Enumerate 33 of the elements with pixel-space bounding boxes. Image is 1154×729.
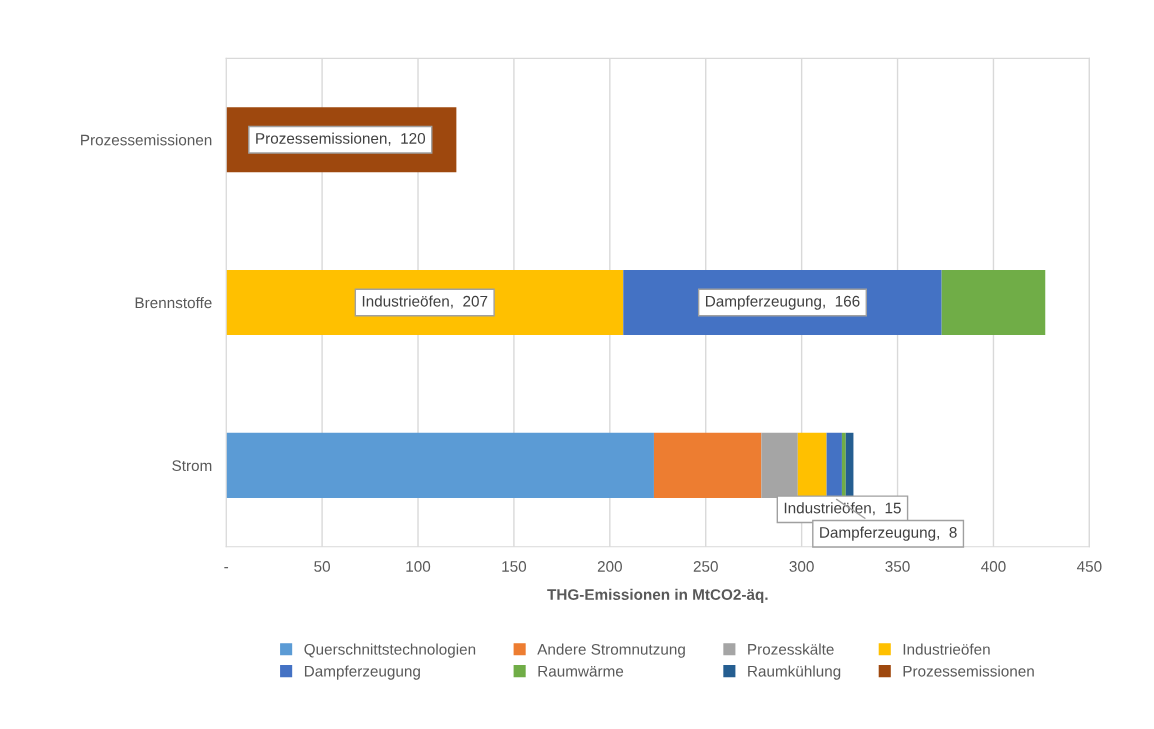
bar bbox=[797, 432, 827, 498]
x-tick-label: 300 bbox=[789, 561, 814, 572]
legend-label: Prozesskälte bbox=[748, 643, 834, 655]
bar bbox=[941, 269, 1046, 336]
x-tick-label: 400 bbox=[981, 561, 1006, 572]
x-axis-title: THG-Emissionen in MtCO2-äq. bbox=[547, 588, 768, 604]
x-tick-label: 200 bbox=[597, 561, 622, 572]
legend-label: Raumkühlung bbox=[748, 665, 841, 680]
y-tick-label: Prozessemissionen bbox=[81, 134, 212, 146]
legend-label: Prozessemissionen bbox=[903, 665, 1034, 677]
legend-label: Industrieöfen bbox=[903, 643, 990, 655]
data-label: Industrieöfen, 15 bbox=[784, 502, 901, 516]
bar bbox=[841, 432, 846, 498]
x-tick-label: 150 bbox=[502, 561, 527, 572]
data-label: Dampferzeugung, 166 bbox=[706, 295, 860, 310]
legend-label: Raumwärme bbox=[538, 665, 624, 677]
x-tick-label: 450 bbox=[1076, 561, 1102, 572]
legend-label: Dampferzeugung bbox=[304, 665, 420, 680]
bar bbox=[653, 432, 762, 498]
bar bbox=[226, 432, 654, 498]
x-tick-label: 250 bbox=[693, 561, 718, 572]
x-tick-label: 100 bbox=[406, 561, 431, 572]
legend-label: Querschnittstechnologien bbox=[304, 643, 476, 658]
x-tick-label: - bbox=[224, 567, 229, 569]
y-tick-label: Brennstoffe bbox=[135, 297, 212, 309]
legend-label: Andere Stromnutzung bbox=[537, 643, 685, 658]
x-tick-label: 350 bbox=[885, 561, 910, 572]
data-label: Dampferzeugung, 8 bbox=[820, 526, 957, 541]
data-label: Prozessemissionen, 120 bbox=[256, 132, 426, 146]
data-label: Industrieöfen, 207 bbox=[362, 295, 488, 309]
bar bbox=[826, 432, 842, 498]
x-tick-label: 50 bbox=[314, 561, 330, 572]
y-tick-label: Strom bbox=[172, 460, 212, 472]
